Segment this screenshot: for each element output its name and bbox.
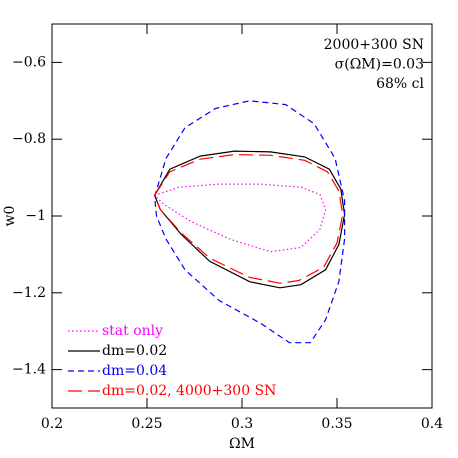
legend-label: dm=0.02 bbox=[102, 343, 167, 359]
contour-line bbox=[153, 183, 327, 253]
y-tick-label: −0.8 bbox=[12, 131, 46, 147]
contour-line bbox=[153, 100, 346, 344]
y-tick-label: −1.2 bbox=[12, 285, 46, 301]
contour-line bbox=[153, 153, 344, 284]
x-tick-label: 0.35 bbox=[321, 416, 352, 432]
x-tick-label: 0.2 bbox=[41, 416, 63, 432]
annotation: 2000+300 SN bbox=[324, 37, 424, 53]
y-tick-label: −1.4 bbox=[12, 362, 46, 378]
legend-label: dm=0.02, 4000+300 SN bbox=[102, 383, 276, 399]
legend-label: stat only bbox=[102, 323, 163, 339]
y-tick-label: −1 bbox=[25, 208, 46, 224]
x-axis-label: ΩM bbox=[229, 436, 255, 452]
annotation: 68% cl bbox=[376, 76, 424, 92]
x-tick-label: 0.4 bbox=[421, 416, 443, 432]
y-axis-label: w0 bbox=[2, 206, 18, 227]
contour-line bbox=[153, 150, 346, 289]
annotation: σ(ΩM)=0.03 bbox=[335, 57, 424, 73]
x-tick-label: 0.25 bbox=[131, 416, 162, 432]
legend-label: dm=0.04 bbox=[102, 363, 167, 379]
y-tick-label: −0.6 bbox=[12, 54, 46, 70]
x-tick-label: 0.3 bbox=[231, 416, 253, 432]
